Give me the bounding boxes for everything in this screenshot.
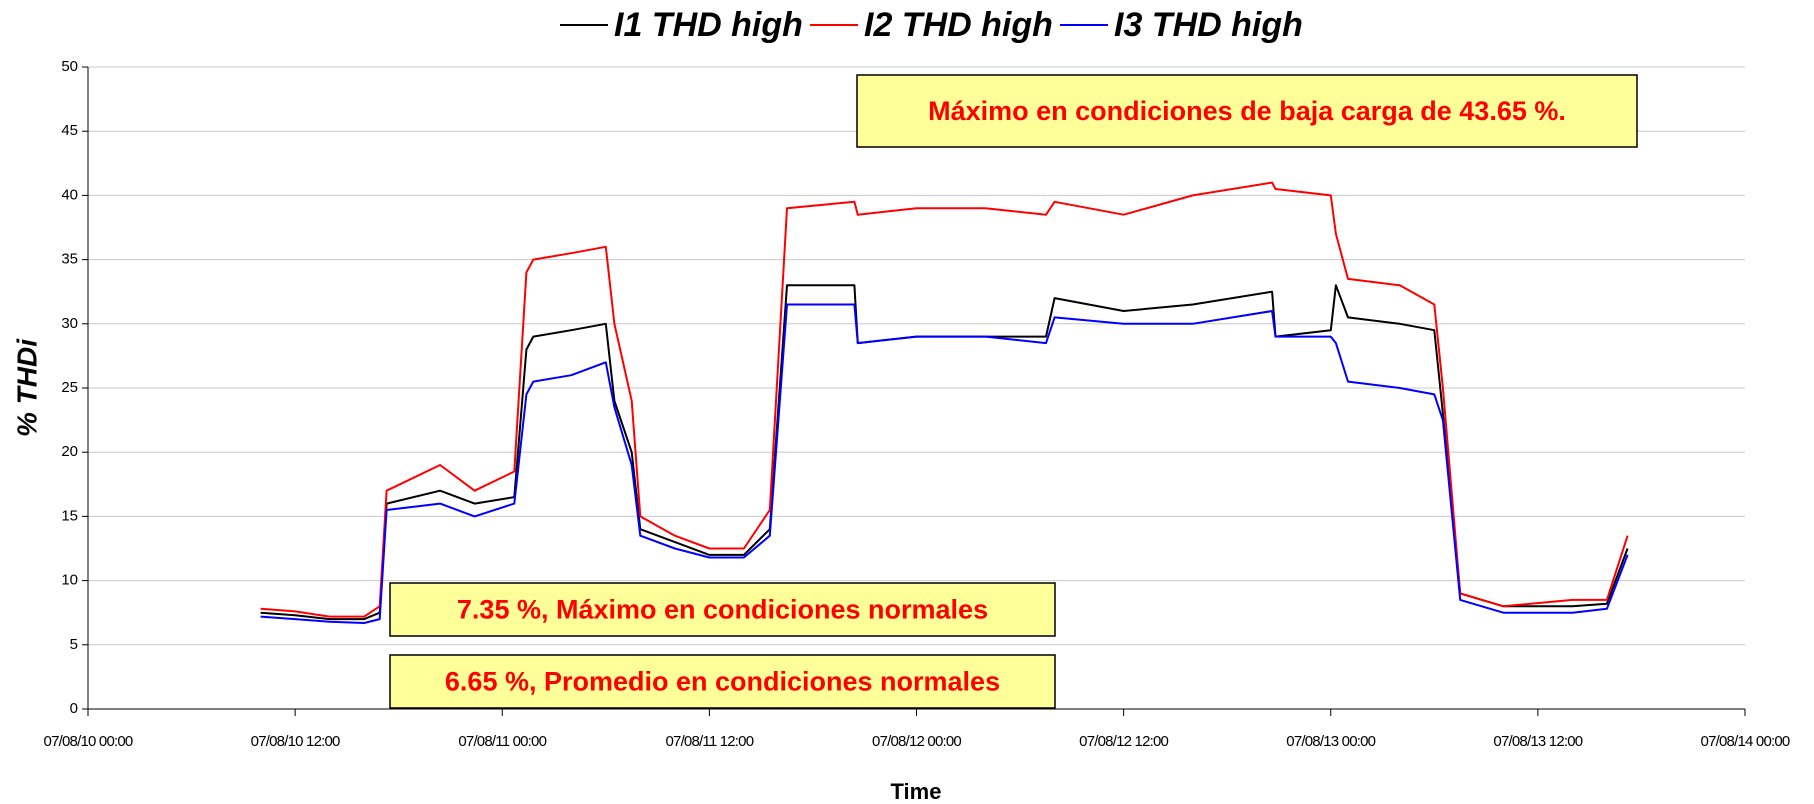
y-tick-label: 15 (61, 507, 78, 524)
y-tick-label: 45 (61, 122, 78, 139)
y-tick-label: 40 (61, 186, 78, 203)
legend-label: I2 THD high (864, 6, 1053, 44)
x-axis-label: Time (891, 779, 942, 804)
series-line (260, 284, 1629, 621)
x-tick-label: 07/08/11 12:00 (665, 733, 753, 750)
y-axis-label: % THDi (11, 338, 42, 437)
y-tick-label: 50 (61, 58, 78, 75)
x-tick-label: 07/08/12 00:00 (872, 733, 961, 750)
annotation-text: 7.35 %, Máximo en condiciones normales (457, 595, 988, 625)
annotation-text: 6.65 %, Promedio en condiciones normales (445, 667, 1000, 697)
annotation-box (389, 582, 1056, 637)
x-tick-label: 07/08/14 00:00 (1701, 733, 1790, 750)
annotation-text: Máximo en condiciones de baja carga de 4… (928, 96, 1566, 126)
x-tick-label: 07/08/10 12:00 (251, 733, 340, 750)
annotation-box (856, 74, 1638, 148)
x-tick-label: 07/08/13 00:00 (1286, 733, 1375, 750)
x-tick-label: 07/08/10 00:00 (44, 733, 133, 750)
y-tick-label: 25 (61, 379, 78, 396)
y-tick-label: 20 (61, 443, 78, 460)
y-tick-label: 35 (61, 251, 78, 268)
x-tick-label: 07/08/12 12:00 (1079, 733, 1168, 750)
y-tick-label: 5 (70, 636, 78, 653)
legend-label: I1 THD high (614, 6, 803, 44)
y-tick-label: 0 (70, 700, 78, 717)
x-tick-label: 07/08/11 00:00 (458, 733, 546, 750)
x-tick-label: 07/08/13 12:00 (1493, 733, 1582, 750)
y-tick-label: 10 (61, 572, 78, 589)
legend-label: I3 THD high (1114, 6, 1303, 44)
annotation-box (389, 654, 1056, 709)
y-tick-label: 30 (61, 315, 78, 332)
series-line (260, 303, 1629, 624)
series-line (260, 181, 1629, 618)
